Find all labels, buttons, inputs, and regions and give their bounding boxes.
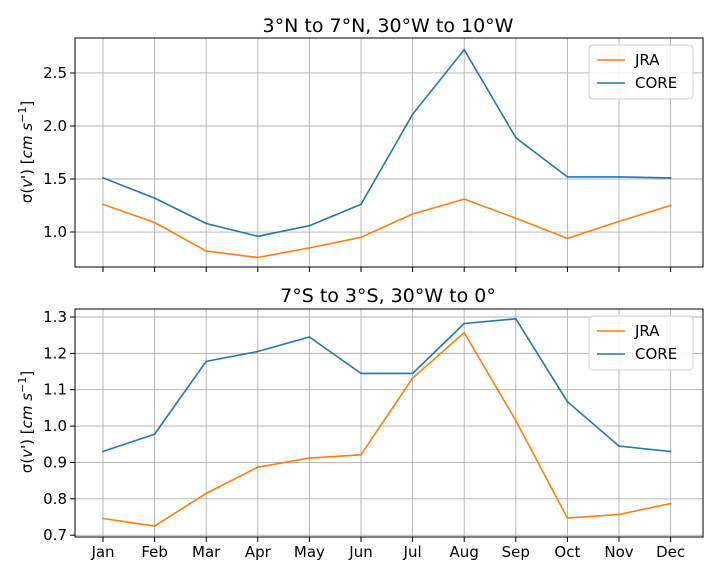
top-jra-point-jun	[360, 236, 362, 239]
top-jra-point-jul	[411, 213, 414, 215]
top-panel-ylabel: σ(v') [cm s−1]	[16, 101, 36, 203]
bottom-ytick-label-2: 0.9	[43, 453, 67, 471]
bottom-core-point-dec	[669, 450, 672, 453]
bottom-jra-point-dec	[669, 502, 672, 505]
top-ytick-label-3: 2.5	[43, 64, 67, 82]
top-core-point-oct	[566, 175, 569, 178]
top-ytick-label-0: 1.0	[43, 223, 67, 241]
bottom-jra-point-jul	[411, 377, 414, 379]
bottom-core-point-aug	[463, 322, 466, 325]
bottom-core-point-apr	[256, 350, 259, 353]
top-panel-title: 3°N to 7°N, 30°W to 10°W	[263, 15, 514, 37]
bottom-core-point-oct	[566, 400, 569, 403]
bottom-legend-label-core: CORE	[635, 345, 677, 363]
bottom-jra-point-nov	[618, 513, 620, 516]
bottom-jra-point-jun	[360, 453, 362, 456]
bottom-jra-point-oct	[566, 517, 569, 519]
top-jra-point-sep	[514, 217, 517, 220]
bottom-xtick-label-feb: Feb	[141, 543, 168, 561]
bottom-jra-point-aug	[463, 331, 466, 334]
bottom-xtick-label-jan: Jan	[90, 543, 114, 561]
bottom-core-point-jan	[102, 450, 104, 453]
bottom-xtick-label-aug: Aug	[450, 543, 479, 561]
top-core-point-jul	[411, 113, 414, 116]
top-jra-point-aug	[463, 198, 466, 201]
bottom-xtick-label-nov: Nov	[604, 543, 633, 561]
bottom-series-core-line	[102, 317, 671, 453]
bottom-core-point-jun	[360, 372, 362, 375]
top-core-point-apr	[256, 235, 259, 238]
top-series-jra-line	[102, 198, 671, 259]
top-panel-legend: JRA CORE	[588, 44, 694, 100]
bottom-core-point-jul	[411, 372, 414, 375]
bottom-core-point-mar	[205, 360, 208, 363]
top-panel-series	[102, 48, 672, 259]
top-jra-point-may	[308, 247, 311, 249]
bottom-jra-point-mar	[205, 492, 208, 495]
bottom-jra-point-feb	[153, 525, 156, 527]
top-core-point-sep	[514, 136, 517, 139]
bottom-ytick-label-4: 1.1	[43, 381, 67, 399]
bottom-core-point-nov	[618, 445, 620, 447]
bottom-xtick-label-apr: Apr	[245, 543, 272, 561]
bottom-core-point-feb	[153, 433, 156, 435]
bottom-jra-point-may	[308, 457, 311, 459]
bottom-xtick-label-oct: Oct	[554, 543, 580, 561]
bottom-xtick-label-sep: Sep	[502, 543, 530, 561]
bottom-xtick-label-jun: Jun	[348, 543, 372, 561]
bottom-ytick-label-3: 1.0	[43, 417, 67, 435]
top-ytick-label-2: 2.0	[43, 117, 67, 135]
bottom-panel-legend: JRA CORE	[588, 315, 694, 371]
top-core-point-mar	[205, 222, 208, 225]
top-jra-point-apr	[256, 256, 259, 259]
bottom-xtick-label-dec: Dec	[656, 543, 685, 561]
bottom-legend-box	[588, 315, 694, 371]
bottom-panel-frame	[74, 308, 704, 538]
bottom-ytick-label-0: 0.7	[43, 526, 67, 544]
top-jra-point-oct	[566, 237, 569, 240]
bottom-panel: 7°S to 3°S, 30°W to 0° σ(v') [cm s−1] Ja…	[16, 285, 704, 561]
top-series-core-line	[102, 48, 671, 238]
top-core-point-aug	[463, 48, 466, 51]
bottom-jra-point-jan	[102, 517, 104, 520]
top-jra-point-nov	[618, 220, 620, 223]
bottom-xtick-label-jul: Jul	[403, 543, 422, 561]
bottom-jra-point-sep	[514, 419, 517, 422]
top-ytick-label-1: 1.5	[43, 170, 67, 188]
bottom-ytick-label-5: 1.2	[43, 344, 67, 362]
top-legend-box	[588, 44, 694, 100]
top-panel-frame	[74, 37, 704, 268]
top-core-point-jan	[102, 177, 104, 179]
top-panel: 3°N to 7°N, 30°W to 10°W σ(v') [cm s−1] …	[16, 15, 704, 272]
top-core-point-nov	[618, 175, 620, 178]
bottom-panel-ylabel: σ(v') [cm s−1]	[16, 371, 36, 473]
top-jra-point-jan	[102, 203, 104, 206]
bottom-panel-series	[102, 317, 672, 527]
bottom-legend-label-jra: JRA	[634, 322, 660, 340]
top-core-point-may	[308, 224, 311, 227]
bottom-core-point-may	[308, 336, 311, 338]
top-core-point-dec	[669, 177, 672, 179]
top-legend-label-jra: JRA	[634, 51, 660, 69]
bottom-xtick-label-may: May	[294, 543, 325, 561]
top-jra-point-dec	[669, 204, 672, 207]
bottom-series-jra-line	[102, 331, 671, 527]
bottom-panel-ticks: Jan Feb Mar Apr May Jun Jul Aug Sep Oct Nov Dec 0.7 0…	[43, 308, 685, 561]
bottom-panel-title: 7°S to 3°S, 30°W to 0°	[280, 285, 496, 307]
top-core-point-feb	[153, 197, 156, 199]
top-jra-point-mar	[205, 250, 208, 252]
top-panel-ticks: 1.0 1.5 2.0 2.5	[43, 64, 672, 272]
top-core-point-jun	[360, 203, 362, 206]
bottom-ytick-label-6: 1.3	[43, 308, 67, 326]
top-jra-point-feb	[153, 221, 156, 224]
bottom-ytick-label-1: 0.8	[43, 490, 67, 508]
bottom-jra-point-apr	[256, 466, 259, 469]
top-legend-label-core: CORE	[635, 74, 677, 92]
bottom-xtick-label-mar: Mar	[192, 543, 221, 561]
bottom-core-point-sep	[514, 317, 517, 320]
